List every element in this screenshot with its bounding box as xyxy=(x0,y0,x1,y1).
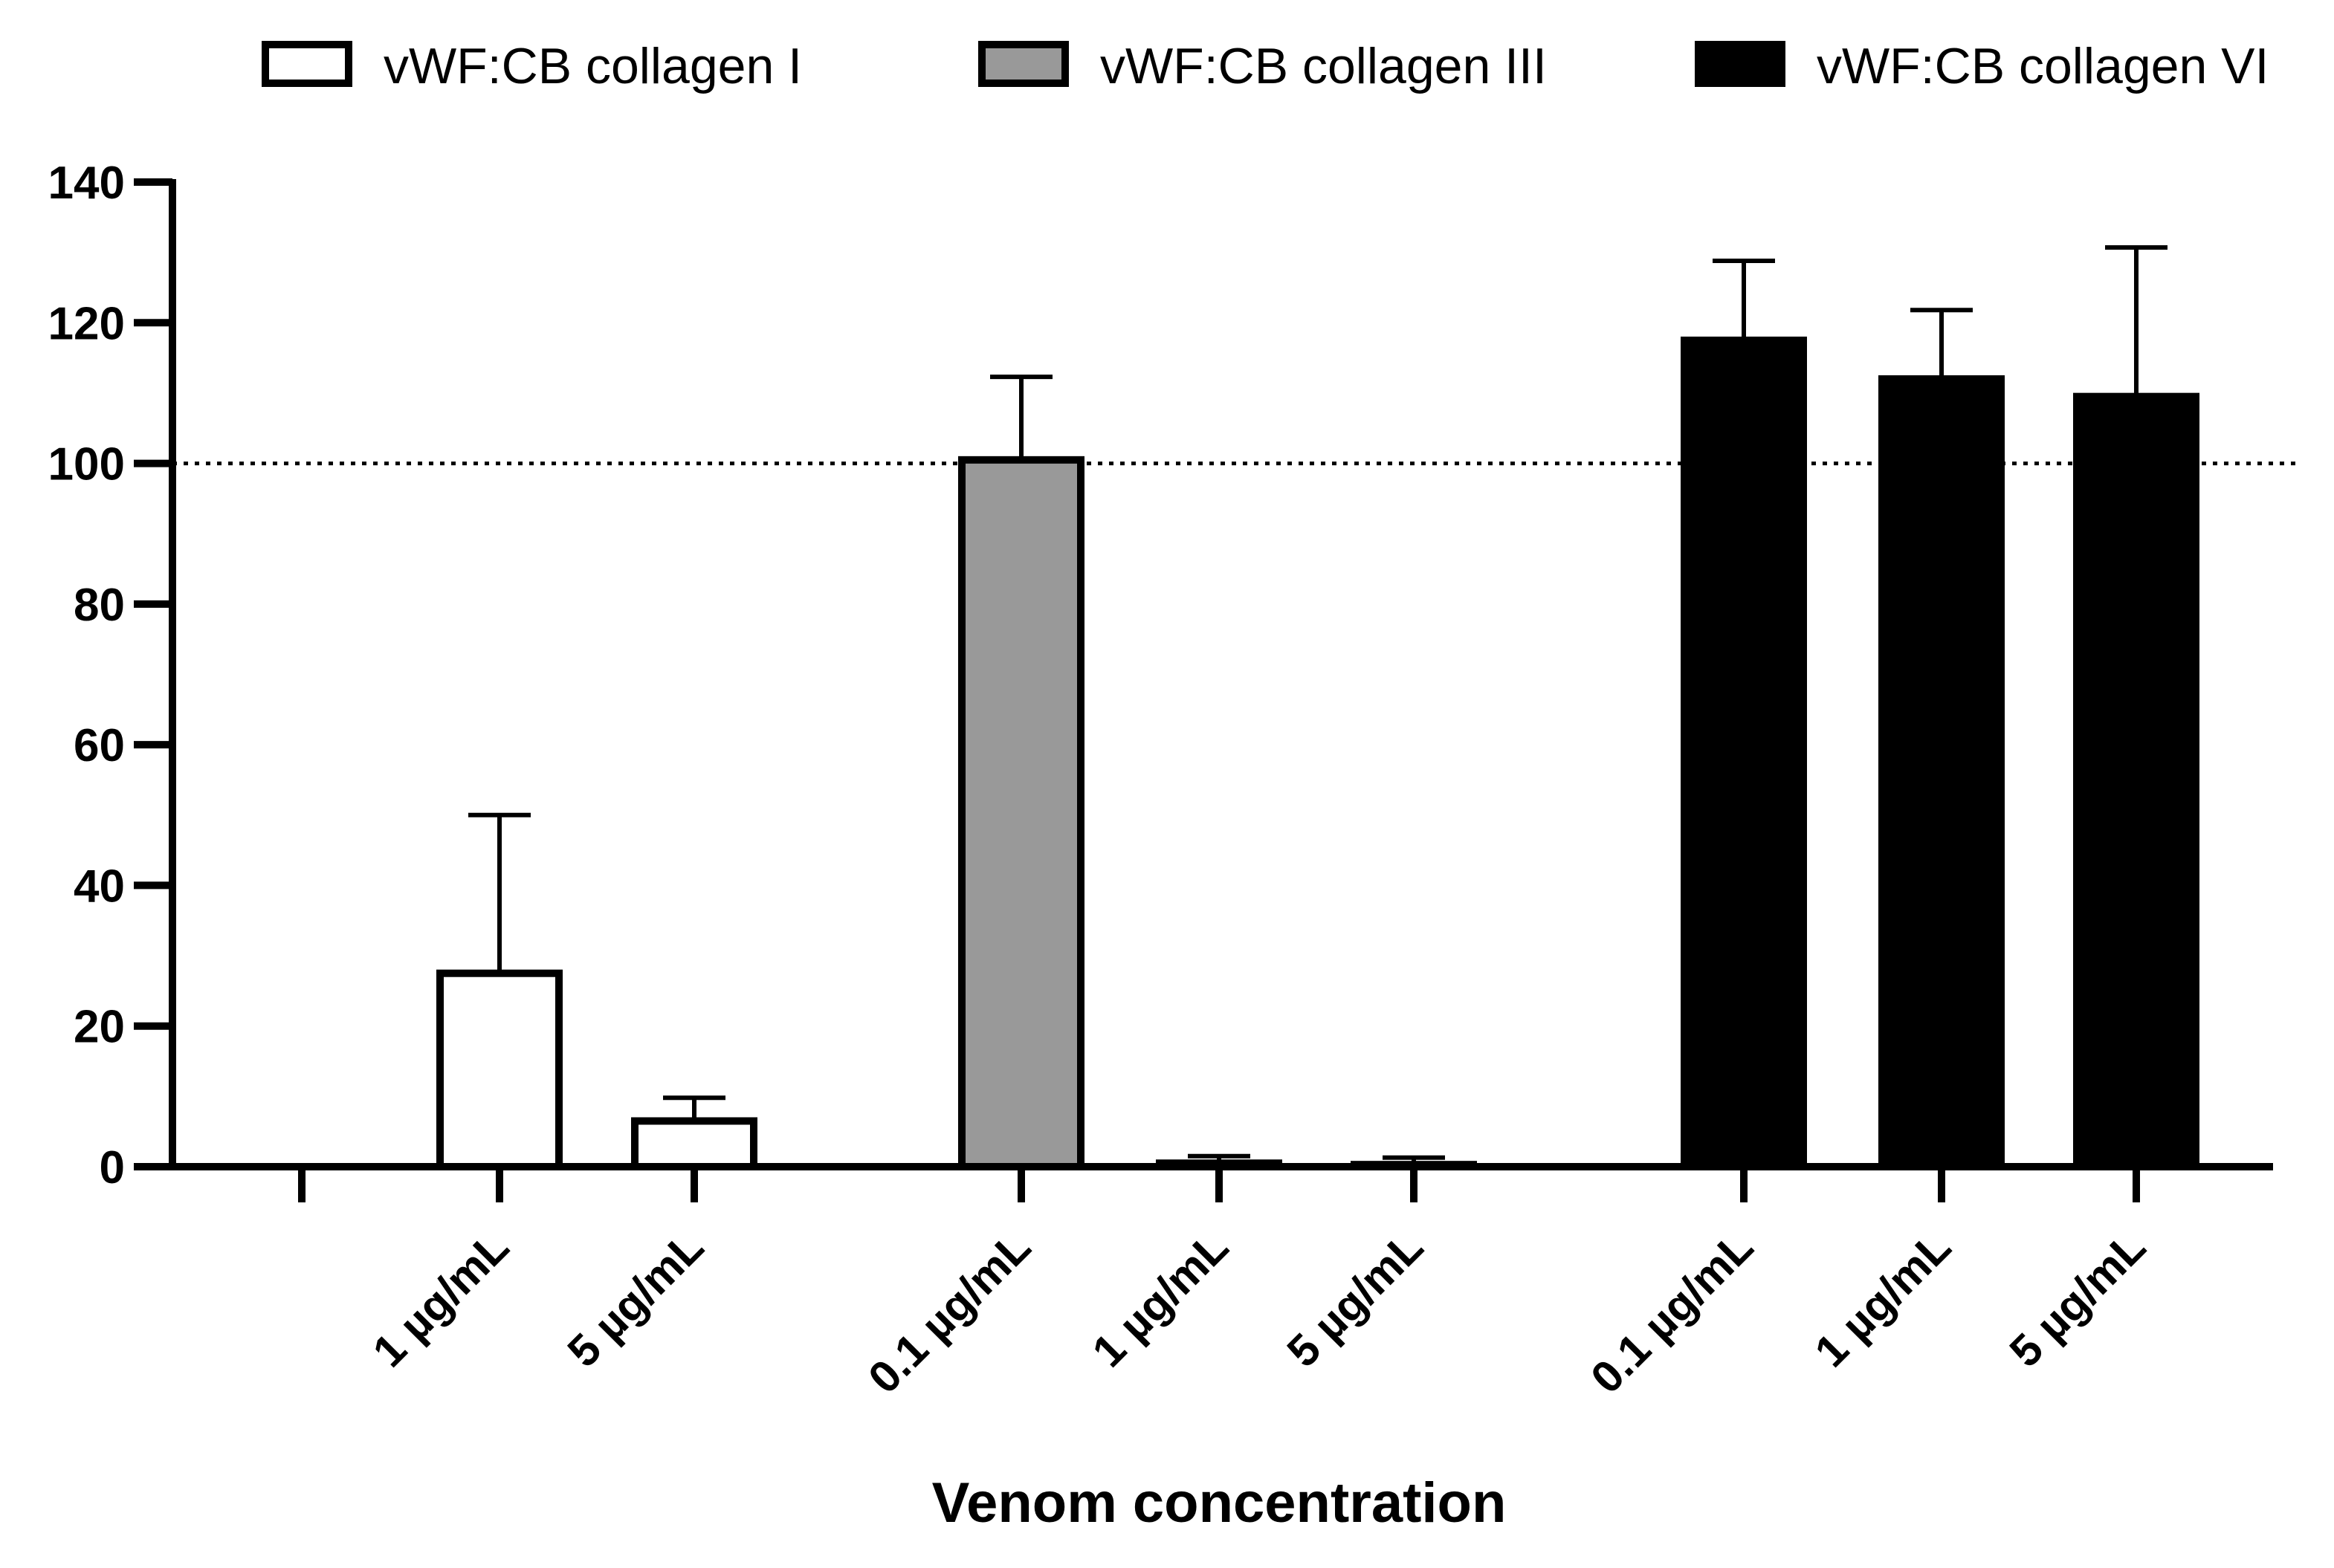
y-tick-label-60: 60 xyxy=(74,720,125,771)
y-tick-label-20: 20 xyxy=(74,1002,125,1053)
x-axis: 1 µg/mL 5 µg/mL 0.1 µg/mL 1 µg/mL 5 µg/mL 0.1… xyxy=(134,1163,2273,1403)
x-axis-title: Venom concentration xyxy=(932,1471,1507,1535)
y-tick-label-140: 140 xyxy=(48,158,125,209)
x-tick-label-3-1: 0.1 µg/mL xyxy=(1581,1222,1762,1403)
bar-2-1 xyxy=(958,456,1084,1170)
bar-3-2 xyxy=(1878,375,2005,1170)
y-axis: 0 20 40 60 80 100 120 140 xyxy=(48,158,176,1193)
bar-3-3 xyxy=(2073,392,2199,1170)
x-tick-label-2-3: 5 µg/mL xyxy=(1278,1222,1433,1377)
y-tick-label-0: 0 xyxy=(100,1142,125,1193)
legend-label-1: vWF:CB collagen I xyxy=(384,38,802,94)
x-tick-label-3-2: 1 µg/mL xyxy=(1806,1222,1961,1377)
bar-3-1 xyxy=(1681,336,1807,1171)
legend-swatch-2 xyxy=(978,41,1069,87)
x-tick-label-1-3: 5 µg/mL xyxy=(558,1222,714,1377)
x-tick-label-1-2: 1 µg/mL xyxy=(363,1222,519,1377)
legend-swatch-1 xyxy=(262,41,352,87)
y-tick-label-100: 100 xyxy=(48,439,125,490)
y-tick-label-80: 80 xyxy=(74,580,125,631)
legend-label-3: vWF:CB collagen VI xyxy=(1817,38,2269,94)
legend-swatch-3 xyxy=(1695,41,1785,87)
legend-label-2: vWF:CB collagen III xyxy=(1100,38,1547,94)
bar-1-3 xyxy=(631,1117,757,1171)
x-tick-label-2-1: 0.1 µg/mL xyxy=(859,1222,1040,1403)
y-tick-label-40: 40 xyxy=(74,861,125,912)
error-bars xyxy=(468,245,2167,1165)
x-tick-label-2-2: 1 µg/mL xyxy=(1083,1222,1238,1377)
bar-1-2 xyxy=(436,969,563,1171)
x-tick-label-3-3: 5 µg/mL xyxy=(2000,1222,2156,1377)
y-tick-label-120: 120 xyxy=(48,298,125,349)
bars xyxy=(436,336,2199,1171)
legend: vWF:CB collagen I vWF:CB collagen III vWF:… xyxy=(262,38,2269,94)
